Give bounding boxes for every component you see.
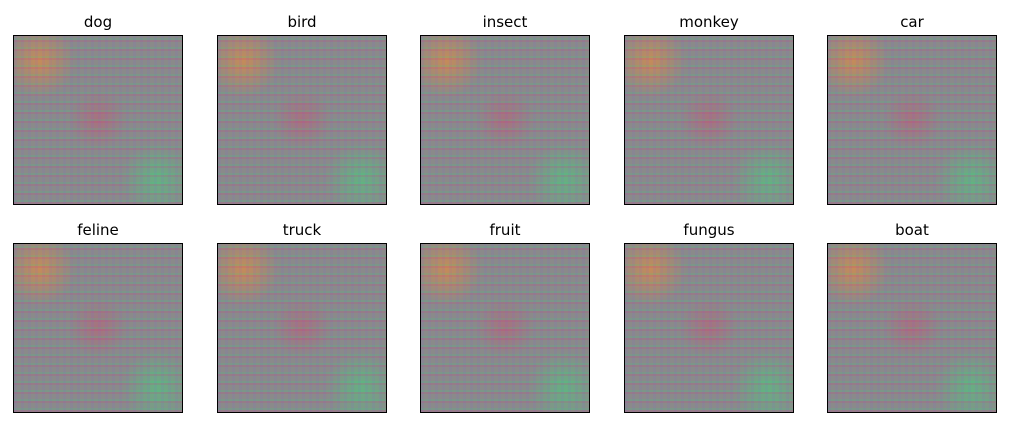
panel-title: fruit — [489, 221, 521, 239]
feature-visualization-image — [420, 35, 590, 205]
feature-visualization-image — [13, 35, 183, 205]
feature-visualization-image — [13, 243, 183, 413]
panel-title: dog — [83, 13, 113, 31]
feature-visualization-image — [217, 243, 387, 413]
feature-visualization-image — [827, 243, 997, 413]
panel-title: monkey — [679, 13, 739, 31]
panel-title: fungus — [683, 221, 735, 239]
panel-title: bird — [287, 13, 317, 31]
panel-title: feline — [77, 221, 119, 239]
panel-title: car — [900, 13, 924, 31]
panel-title: insect — [482, 13, 528, 31]
panel-title: truck — [282, 221, 322, 239]
feature-visualization-image — [420, 243, 590, 413]
feature-visualization-image — [624, 35, 794, 205]
feature-visualization-image — [827, 35, 997, 205]
feature-visualization-image — [624, 243, 794, 413]
feature-visualization-image — [217, 35, 387, 205]
panel-title: boat — [895, 221, 929, 239]
